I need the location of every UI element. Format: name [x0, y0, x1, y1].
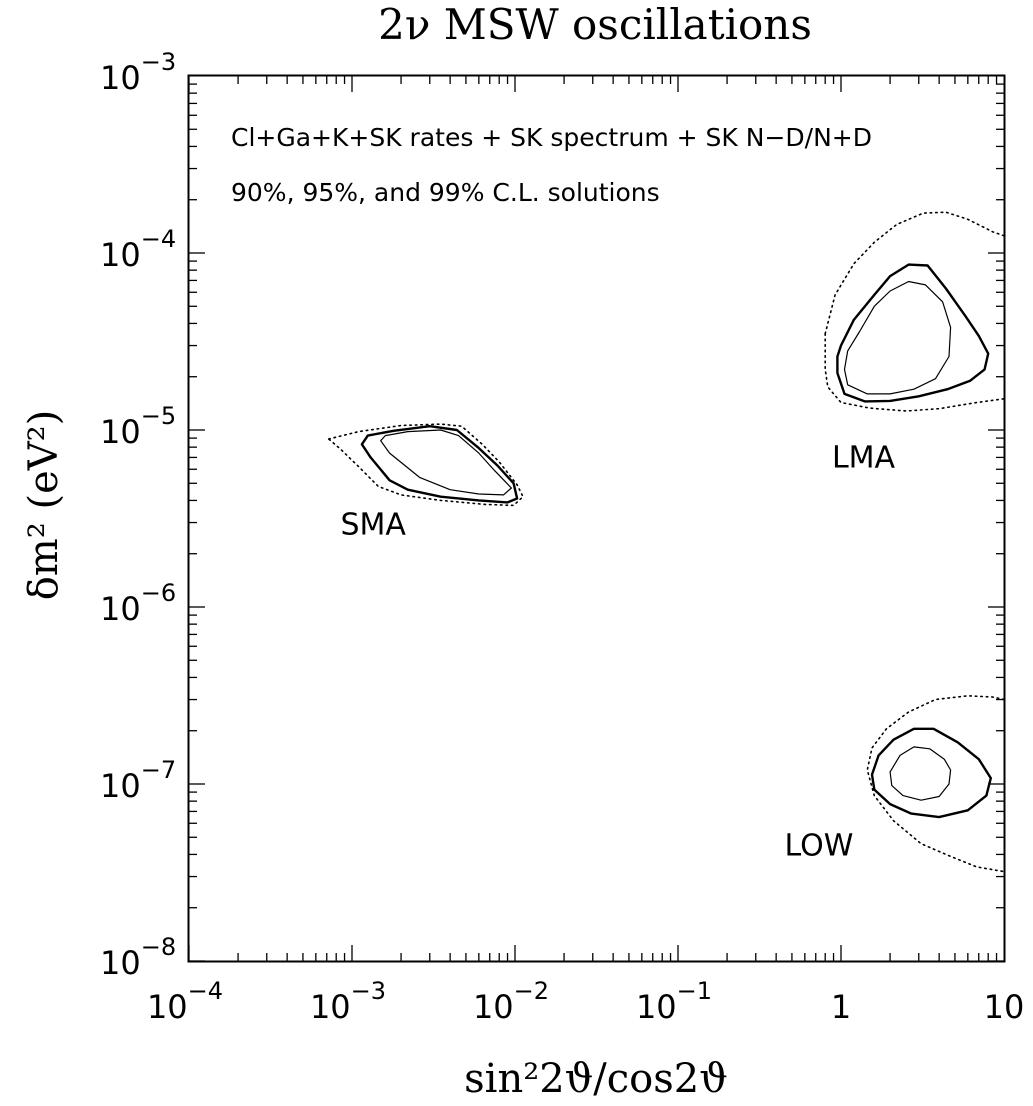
x-tick-label: 1 — [831, 988, 851, 1026]
y-tick-label: 10−6 — [100, 579, 176, 628]
region-label-sma: SMA — [340, 508, 406, 543]
chart-title: 2ν MSW oscillations — [378, 0, 812, 49]
x-tick-label: 10−4 — [147, 977, 223, 1026]
x-axis-label: sin²2ϑ/cos2ϑ — [464, 1056, 728, 1102]
tick-labels: 10−4 10−3 10−2 10−1 1 10 10−8 10−7 10−6 10−5 10−4 1… — [100, 48, 1024, 1026]
axis-ticks — [188, 76, 1004, 962]
x-tick-label: 10−1 — [636, 977, 712, 1026]
x-tick-label: 10−2 — [473, 977, 549, 1026]
y-tick-label: 10−4 — [100, 225, 176, 274]
annotation-text: 90%, 95%, and 99% C.L. solutions — [231, 178, 660, 207]
y-tick-label: 10−7 — [100, 756, 176, 805]
y-tick-label: 10−5 — [100, 402, 176, 451]
x-tick-label: 10−3 — [310, 977, 386, 1026]
y-tick-label: 10−3 — [100, 48, 176, 97]
annotations: Cl+Ga+K+SK rates + SK spectrum + SK N−D/… — [231, 123, 872, 207]
plot-frame — [187, 74, 1006, 963]
low-contour-99 — [866, 695, 1005, 873]
lma-contour-99 — [824, 211, 1005, 335]
lma-contour-95 — [836, 263, 990, 403]
low-contour-90 — [889, 746, 952, 801]
contour-lines — [327, 211, 1005, 873]
region-label-low: LOW — [784, 829, 853, 864]
sma-contour-99 — [327, 423, 524, 507]
lma-contour-90 — [843, 280, 952, 395]
lma-contour-99-lower — [824, 332, 1005, 412]
y-tick-label: 10−8 — [100, 933, 176, 982]
y-axis-label: δm² (eV²) — [21, 410, 67, 601]
x-tick-label: 10 — [984, 988, 1025, 1026]
sma-contour-90 — [380, 429, 512, 496]
region-labels: SMA LMA LOW — [340, 440, 895, 863]
annotation-text: Cl+Ga+K+SK rates + SK spectrum + SK N−D/… — [231, 123, 872, 152]
low-contour-95 — [870, 727, 992, 819]
region-label-lma: LMA — [832, 440, 896, 475]
sma-contour-95 — [360, 425, 519, 504]
